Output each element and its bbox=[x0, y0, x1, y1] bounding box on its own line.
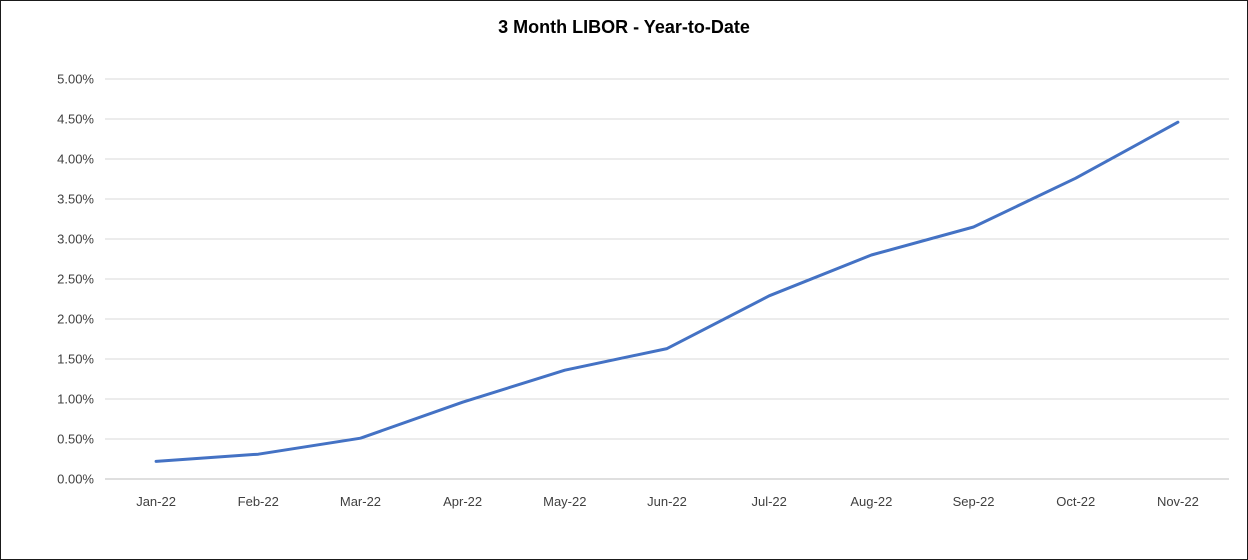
y-tick-label: 5.00% bbox=[57, 72, 94, 87]
y-tick-label: 3.50% bbox=[57, 192, 94, 207]
y-tick-label: 2.50% bbox=[57, 272, 94, 287]
x-tick-label: Oct-22 bbox=[1056, 494, 1095, 509]
x-tick-labels: Jan-22 Feb-22 Mar-22 Apr-22 May-22 Jun-22 Jul-… bbox=[136, 494, 1199, 509]
y-tick-label: 4.00% bbox=[57, 152, 94, 167]
y-tick-label: 2.00% bbox=[57, 312, 94, 327]
x-tick-label: Aug-22 bbox=[850, 494, 892, 509]
series-line bbox=[154, 120, 1180, 463]
y-tick-label: 4.50% bbox=[57, 112, 94, 127]
y-tick-labels: 0.00% 0.50% 1.00% 1.50% 2.00% 2.50% 3.00% 3.50%… bbox=[57, 72, 94, 487]
y-tick-label: 1.00% bbox=[57, 392, 94, 407]
x-tick-label: Feb-22 bbox=[238, 494, 279, 509]
y-tick-label: 1.50% bbox=[57, 352, 94, 367]
x-tick-label: Jul-22 bbox=[751, 494, 786, 509]
x-tick-label: May-22 bbox=[543, 494, 586, 509]
x-tick-label: Sep-22 bbox=[953, 494, 995, 509]
gridlines bbox=[105, 78, 1229, 440]
x-tick-label: Apr-22 bbox=[443, 494, 482, 509]
y-tick-label: 0.50% bbox=[57, 432, 94, 447]
chart-title: 3 Month LIBOR - Year-to-Date bbox=[498, 17, 750, 37]
y-tick-label: 0.00% bbox=[57, 472, 94, 487]
x-tick-label: Jun-22 bbox=[647, 494, 687, 509]
x-tick-label: Nov-22 bbox=[1157, 494, 1199, 509]
y-tick-label: 3.00% bbox=[57, 232, 94, 247]
x-tick-label: Jan-22 bbox=[136, 494, 176, 509]
series-layer bbox=[154, 120, 1180, 463]
x-tick-label: Mar-22 bbox=[340, 494, 381, 509]
